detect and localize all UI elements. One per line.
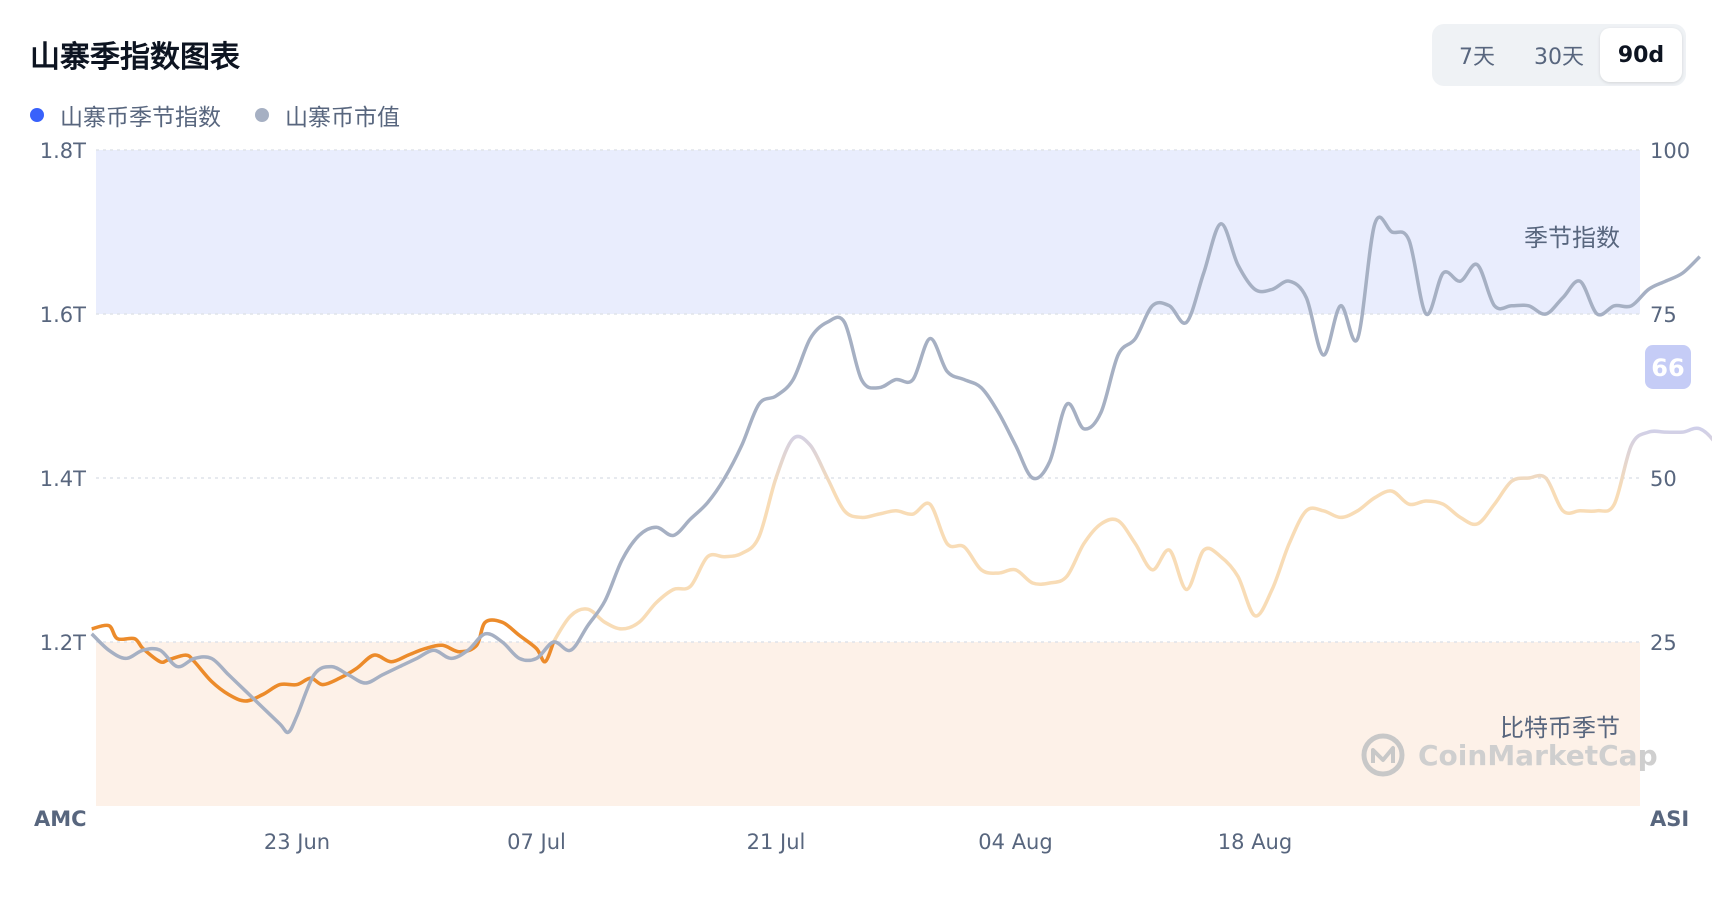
coinmarketcap-logo-icon [1361,733,1405,777]
legend-dot-altseason-index [30,108,44,122]
chart-legend: 山寨币季节指数 山寨币市值 [30,98,434,132]
x-tick-2: 21 Jul [747,830,806,854]
left-tick-3: 1.8T [40,139,86,163]
series-line-altseason-index-low [91,618,556,703]
x-axis: 23 Jun 07 Jul 21 Jul 04 Aug 18 Aug [264,830,1292,854]
legend-label-altcoin-marketcap: 山寨币市值 [285,105,400,131]
left-axis: 1.2T 1.4T 1.6T 1.8T [40,139,86,655]
right-tick-0: 25 [1650,631,1677,655]
legend-dot-altcoin-marketcap [255,108,269,122]
zone-altseason-label: 季节指数 [1524,224,1620,252]
right-tick-1: 50 [1650,467,1677,491]
left-tick-0: 1.2T [40,631,86,655]
series-lines [90,215,1712,735]
grid-lines [96,149,1640,643]
legend-label-altseason-index: 山寨币季节指数 [60,105,221,131]
series-line-altcoin-marketcap [90,215,1702,735]
x-tick-1: 07 Jul [507,830,566,854]
zone-bitcoin-season-label: 比特币季节 [1500,714,1620,742]
range-selector: 7天 30天 90d [1432,24,1686,86]
watermark: CoinMarketCap [1361,733,1658,777]
right-axis: 25 50 75 100 [1650,139,1690,655]
legend-item-altcoin-marketcap[interactable]: 山寨币市值 [255,98,400,132]
current-value-badge: 66 [1645,345,1691,389]
watermark-text: CoinMarketCap [1418,739,1658,772]
range-7d-button[interactable]: 7天 [1436,28,1518,82]
x-tick-4: 18 Aug [1218,830,1292,854]
left-tick-1: 1.4T [40,467,86,491]
left-tick-2: 1.6T [40,303,86,327]
left-axis-title: AMC [34,807,87,831]
right-tick-3: 100 [1650,139,1690,163]
x-tick-0: 23 Jun [264,830,330,854]
range-90d-button[interactable]: 90d [1600,28,1682,82]
right-tick-2: 75 [1650,303,1677,327]
zone-altseason [96,150,1640,314]
coinmarketcap-logo-mark-icon [1371,746,1395,763]
right-axis-title: ASI [1650,807,1689,831]
current-value-badge-text: 66 [1651,354,1684,382]
legend-item-altseason-index[interactable]: 山寨币季节指数 [30,98,221,132]
chart-title: 山寨季指数图表 [30,40,240,75]
x-tick-3: 04 Aug [978,830,1052,854]
range-30d-button[interactable]: 30天 [1518,28,1600,82]
current-value-badge-bg [1645,345,1691,389]
